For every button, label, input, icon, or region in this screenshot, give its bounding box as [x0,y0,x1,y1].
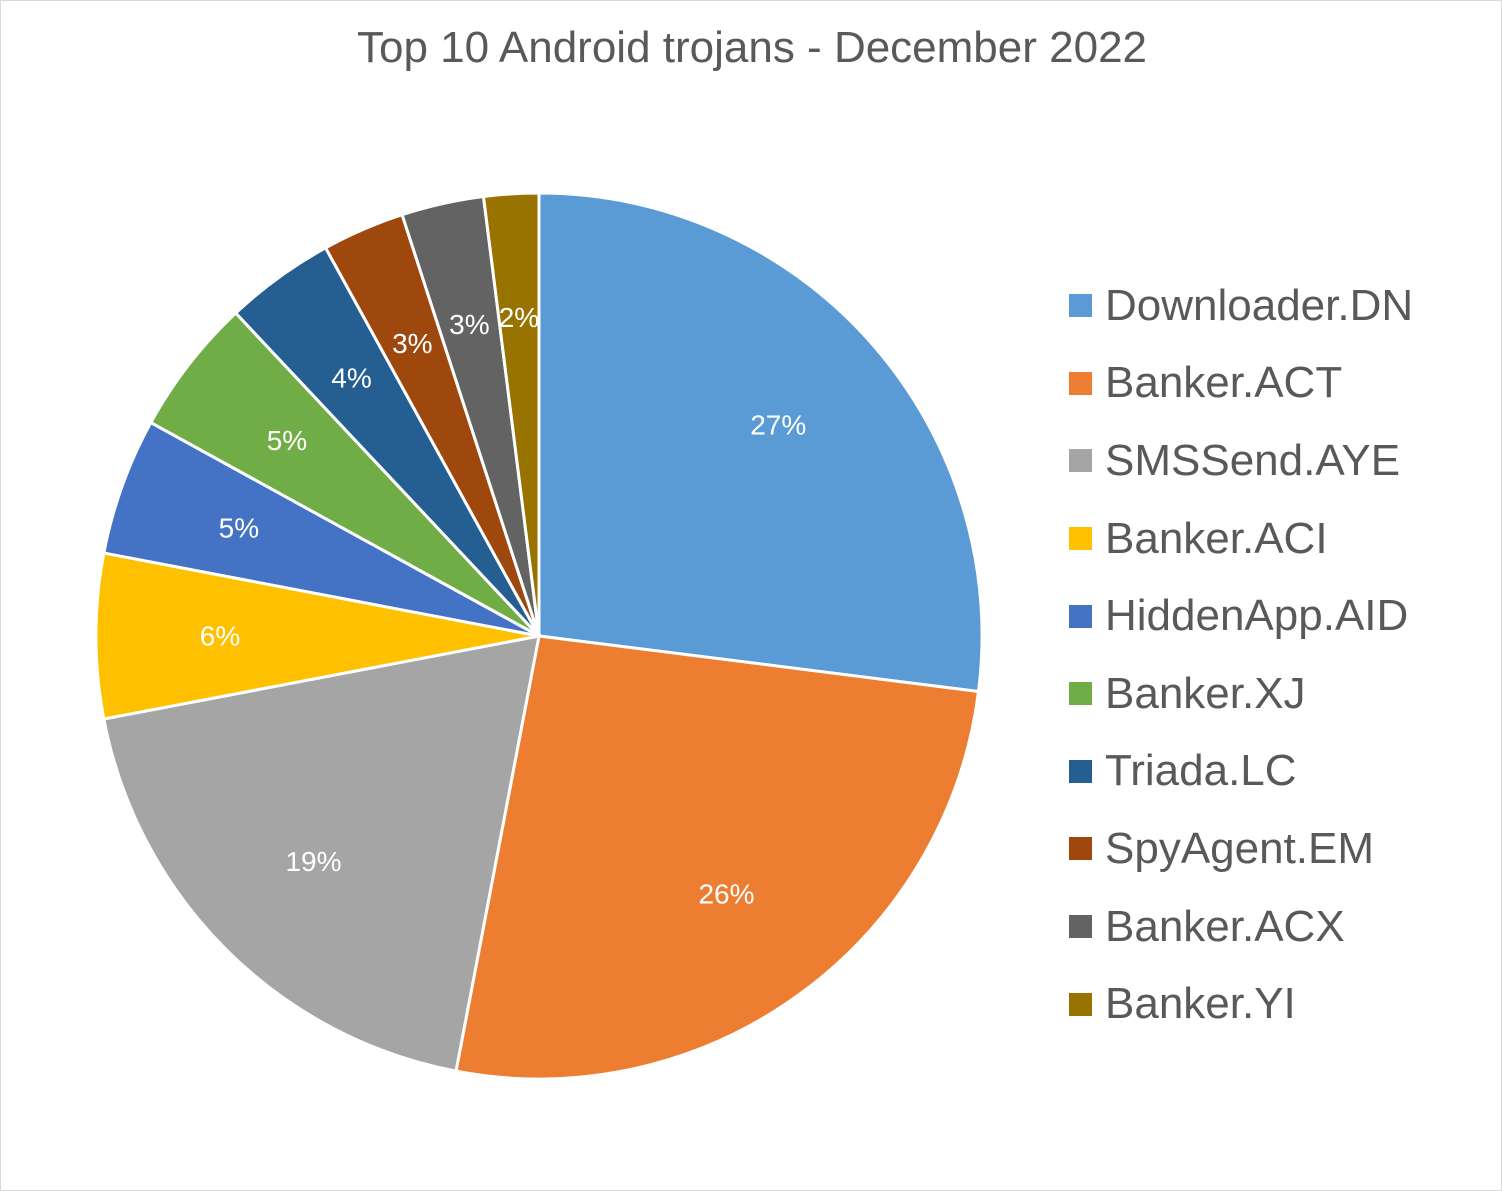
legend: Downloader.DN Banker.ACT SMSSend.AYE Banker… [1069,267,1413,1043]
legend-item-7: SpyAgent.EM [1069,810,1413,888]
legend-swatch [1069,992,1092,1016]
data-label-3: 6% [200,621,240,652]
legend-swatch [1069,837,1092,861]
pie-slice-1 [454,634,981,1081]
legend-item-2: SMSSend.AYE [1069,422,1413,500]
legend-item-3: Banker.ACI [1069,500,1413,578]
legend-swatch [1069,682,1092,706]
legend-swatch [1069,371,1092,395]
legend-item-1: Banker.ACT [1069,345,1413,423]
legend-swatch [1069,294,1092,318]
legend-item-0: Downloader.DN [1069,267,1413,345]
legend-item-6: Triada.LC [1069,733,1413,811]
data-label-2: 19% [285,846,341,877]
legend-swatch [1069,915,1092,939]
data-label-0: 27% [750,410,806,441]
chart-title: Top 10 Android trojans - December 2022 [356,23,1148,72]
legend-label: Banker.ACT [1105,358,1343,408]
legend-label: Downloader.DN [1105,280,1414,330]
pie-slice-3 [94,551,540,721]
legend-label: Banker.XJ [1105,668,1306,718]
legend-label: SpyAgent.EM [1105,823,1375,873]
legend-label: HiddenApp.AID [1105,591,1409,641]
data-label-5: 5% [267,425,307,456]
data-label-9: 2% [499,302,539,333]
legend-label: Banker.ACI [1105,513,1328,563]
legend-item-8: Banker.ACX [1069,888,1413,966]
data-label-6: 4% [331,362,371,393]
pie-slice-2 [102,634,541,1073]
data-label-7: 3% [392,328,432,359]
legend-label: Banker.YI [1105,979,1296,1029]
legend-item-5: Banker.XJ [1069,655,1413,733]
legend-swatch [1069,604,1092,628]
data-label-4: 5% [219,512,259,543]
data-label-1: 26% [698,879,754,910]
legend-label: Triada.LC [1105,746,1297,796]
legend-item-9: Banker.YI [1069,965,1413,1043]
pie-slice-0 [537,191,984,694]
legend-swatch [1069,449,1092,473]
legend-label: SMSSend.AYE [1105,435,1401,485]
legend-swatch [1069,759,1092,783]
data-label-8: 3% [449,309,489,340]
legend-swatch [1069,527,1092,551]
legend-label: Banker.ACX [1105,901,1345,951]
pie-slice-9 [481,191,541,637]
legend-item-4: HiddenApp.AID [1069,577,1413,655]
